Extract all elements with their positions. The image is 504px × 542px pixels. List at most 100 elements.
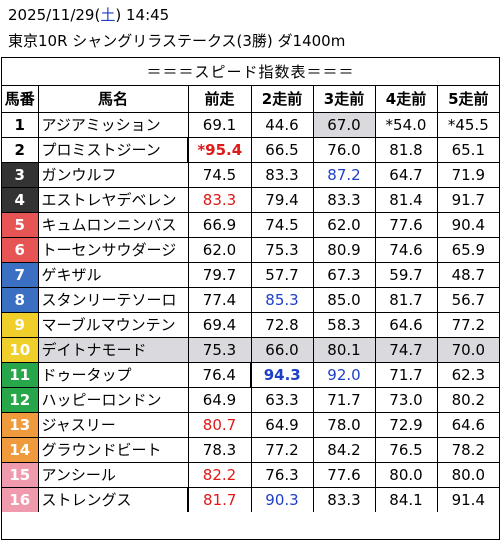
speed-index-cell: 57.7 [250, 261, 314, 288]
speed-index-cell: 85.3 [250, 286, 314, 313]
speed-index-cell: 94.3 [250, 361, 314, 388]
table-row: 5 キュムロンニンバス 66.9 74.5 62.0 77.6 90.4 [2, 211, 500, 238]
speed-index-cell: 84.2 [312, 436, 376, 463]
speed-index-cell: 64.6 [436, 411, 500, 438]
speed-index-cell: 75.3 [250, 236, 314, 263]
speed-index-cell: 62.3 [436, 361, 500, 388]
speed-index-cell: 80.7 [187, 411, 252, 438]
speed-index-cell: 69.4 [187, 311, 252, 338]
table-row: 10 デイトナモード 75.3 66.0 80.1 74.7 70.0 [2, 336, 500, 363]
speed-index-cell: 70.0 [436, 336, 500, 363]
col-header-number: 馬番 [2, 84, 39, 113]
horse-number: 16 [2, 486, 39, 512]
speed-index-cell: 87.2 [312, 161, 376, 188]
speed-index-cell: 76.3 [250, 461, 314, 488]
table-row: 14 グラウンドビート 78.3 77.2 84.2 76.5 78.2 [2, 436, 500, 463]
horse-name: アンシール [37, 461, 189, 488]
col-header-5th: 5走前 [436, 84, 500, 113]
horse-name: トーセンサウダージ [37, 236, 189, 263]
col-header-2nd: 2走前 [250, 84, 314, 113]
speed-index-cell: 77.2 [250, 436, 314, 463]
speed-index-cell: 44.6 [250, 111, 314, 138]
speed-index-cell: 74.6 [374, 236, 438, 263]
horse-name: エストレヤデベレン [37, 186, 189, 213]
horse-name: マーブルマウンテン [37, 311, 189, 338]
speed-index-cell: 73.0 [374, 386, 438, 413]
horse-number: 15 [2, 461, 39, 488]
speed-index-cell: 77.6 [312, 461, 376, 488]
table-row: 11 ドゥータップ 76.4 94.3 92.0 71.7 62.3 [2, 361, 500, 388]
speed-index-cell: 71.7 [374, 361, 438, 388]
header-row: 馬番 馬名 前走 2走前 3走前 4走前 5走前 [2, 84, 500, 113]
speed-index-cell: 71.9 [436, 161, 500, 188]
speed-index-cell: 91.7 [436, 186, 500, 213]
table-row: 1 アジアミッション 69.1 44.6 67.0 *54.0 *45.5 [2, 111, 500, 138]
horse-name: ストレングス [37, 486, 189, 512]
horse-number: 5 [2, 211, 39, 238]
speed-index-cell: 79.7 [187, 261, 252, 288]
speed-index-cell: 66.5 [250, 136, 314, 163]
horse-number: 14 [2, 436, 39, 463]
speed-index-cell: 83.3 [250, 161, 314, 188]
speed-index-cell: 66.0 [250, 336, 314, 363]
horse-number: 10 [2, 336, 39, 363]
race-title: 東京10R シャングリラステークス(3勝) ダ1400m [8, 32, 346, 50]
speed-index-cell: 64.9 [187, 386, 252, 413]
open-paren: ( [94, 6, 101, 24]
horse-number: 2 [2, 136, 39, 163]
table-row: 6 トーセンサウダージ 62.0 75.3 80.9 74.6 65.9 [2, 236, 500, 263]
time-text: 14:45 [125, 6, 170, 24]
speed-index-cell: 80.0 [374, 461, 438, 488]
horse-name: ゲキザル [37, 261, 189, 288]
table-row: 8 スタンリーテソーロ 77.4 85.3 85.0 81.7 56.7 [2, 286, 500, 313]
horse-number: 9 [2, 311, 39, 338]
date-text: 2025/11/29 [8, 6, 95, 24]
horse-number: 4 [2, 186, 39, 213]
speed-index-cell: 65.1 [436, 136, 500, 163]
speed-index-cell: 83.3 [187, 186, 252, 213]
horse-name: スタンリーテソーロ [37, 286, 189, 313]
speed-index-cell: 76.4 [187, 361, 252, 388]
speed-index-cell: 63.3 [250, 386, 314, 413]
speed-index-cell: 59.7 [374, 261, 438, 288]
speed-index-cell: 77.4 [187, 286, 252, 313]
horse-name: グラウンドビート [37, 436, 189, 463]
speed-index-cell: 67.0 [312, 111, 376, 138]
speed-index-cell: 64.7 [374, 161, 438, 188]
speed-index-cell: 64.6 [374, 311, 438, 338]
table-row: 3 ガンウルフ 74.5 83.3 87.2 64.7 71.9 [2, 161, 500, 188]
speed-index-cell: 65.9 [436, 236, 500, 263]
col-header-4th: 4走前 [374, 84, 438, 113]
speed-index-cell: 81.4 [374, 186, 438, 213]
table-row: 2 プロミストジーン *95.4 66.5 76.0 81.8 65.1 [2, 136, 500, 163]
horse-name: プロミストジーン [37, 136, 189, 163]
speed-index-cell: 81.8 [374, 136, 438, 163]
table-row: 9 マーブルマウンテン 69.4 72.8 58.3 64.6 77.2 [2, 311, 500, 338]
weekday: 土 [100, 6, 116, 24]
table-row: 15 アンシール 82.2 76.3 77.6 80.0 80.0 [2, 461, 500, 488]
table-row: 12 ハッピーロンドン 64.9 63.3 71.7 73.0 80.2 [2, 386, 500, 413]
speed-index-cell: 84.1 [374, 486, 438, 512]
speed-index-table: ＝＝＝スピード指数表＝＝＝ 馬番 馬名 前走 2走前 3走前 4走前 5走前 1… [2, 58, 500, 512]
horse-number: 7 [2, 261, 39, 288]
speed-index-cell: 91.4 [436, 486, 500, 512]
col-header-last: 前走 [187, 84, 252, 113]
horse-number: 8 [2, 286, 39, 313]
horse-number: 13 [2, 411, 39, 438]
speed-index-cell: 58.3 [312, 311, 376, 338]
speed-index-cell: 90.4 [436, 211, 500, 238]
speed-index-cell: 74.5 [250, 211, 314, 238]
speed-index-cell: 64.9 [250, 411, 314, 438]
race-date-time: 2025/11/29(土) 14:45 [8, 6, 169, 24]
speed-index-cell: 81.7 [187, 486, 252, 512]
speed-index-cell: 80.2 [436, 386, 500, 413]
table-row: 4 エストレヤデベレン 83.3 79.4 83.3 81.4 91.7 [2, 186, 500, 213]
horse-number: 1 [2, 111, 39, 138]
horse-name: アジアミッション [37, 111, 189, 138]
speed-index-cell: *45.5 [436, 111, 500, 138]
speed-index-cell: 72.8 [250, 311, 314, 338]
speed-index-cell: *95.4 [187, 136, 252, 163]
speed-index-cell: 67.3 [312, 261, 376, 288]
speed-index-cell: *54.0 [374, 111, 438, 138]
speed-index-cell: 78.2 [436, 436, 500, 463]
